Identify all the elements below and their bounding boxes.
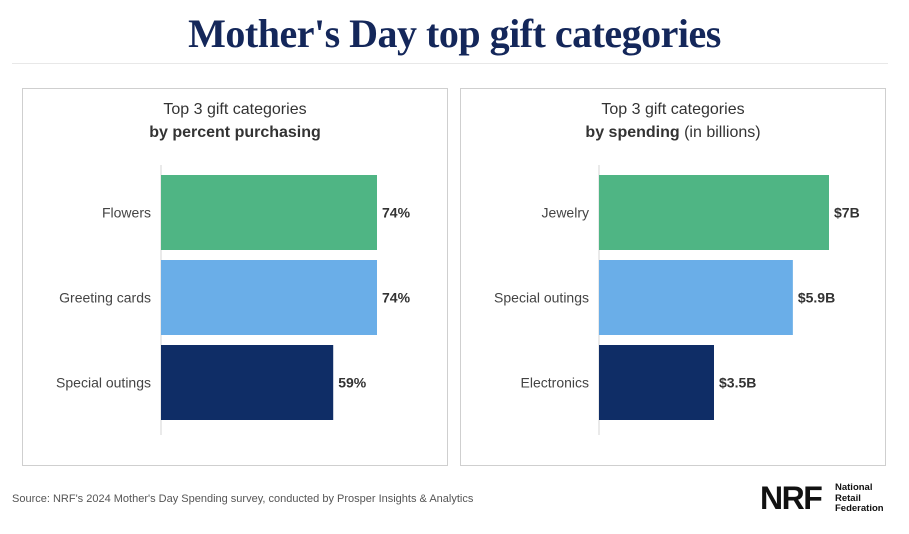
value-label: $5.9B: [798, 290, 835, 306]
logo-mark: NRF: [760, 480, 823, 516]
category-label: Special outings: [56, 375, 151, 391]
panel-subtitle-bold: by spending: [585, 124, 680, 141]
category-label: Electronics: [521, 375, 589, 391]
value-label: 74%: [382, 205, 411, 221]
spending-chart: Jewelry $7B Special outings $5.9B Electronic…: [494, 165, 860, 435]
logo-line: Retail: [835, 492, 861, 504]
category-label: Special outings: [494, 290, 589, 306]
value-label: 74%: [382, 290, 411, 306]
bar-flowers: [161, 175, 377, 250]
logo-text: National Retail Federation: [835, 482, 884, 515]
panel-title: Top 3 gift categories: [601, 101, 745, 118]
title-divider: [12, 63, 888, 64]
bar-special-outings: [161, 345, 334, 420]
value-label: $7B: [834, 205, 860, 221]
logo-line: Federation: [835, 503, 884, 514]
panel-subtitle-bold: by percent purchasing: [149, 124, 321, 141]
panel-subtitle: by percent purchasing: [23, 124, 447, 142]
panel-subtitle-rest: (in billions): [679, 124, 761, 141]
category-label: Greeting cards: [59, 290, 151, 306]
bar-jewelry: [599, 175, 829, 250]
category-label: Flowers: [102, 205, 151, 221]
spending-panel: Top 3 gift categories by spending (in bi…: [460, 88, 886, 466]
page-title: Mother's Day top gift categories: [188, 11, 721, 56]
value-label: 59%: [338, 375, 367, 391]
bar-greeting-cards: [161, 260, 377, 335]
bar-electronics: [599, 345, 714, 420]
percent-purchasing-panel: Top 3 gift categories by percent purchas…: [22, 88, 448, 466]
value-label: $3.5B: [719, 375, 756, 391]
category-label: Jewelry: [542, 205, 589, 221]
percent-purchasing-chart: Flowers 74% Greeting cards 74% Special outin…: [56, 165, 411, 435]
panel-subtitle: by spending (in billions): [461, 124, 885, 142]
panel-title: Top 3 gift categories: [163, 101, 307, 118]
source-note: Source: NRF's 2024 Mother's Day Spending…: [12, 493, 474, 505]
logo-line: National: [835, 482, 873, 493]
bar-special-outings: [599, 260, 793, 335]
